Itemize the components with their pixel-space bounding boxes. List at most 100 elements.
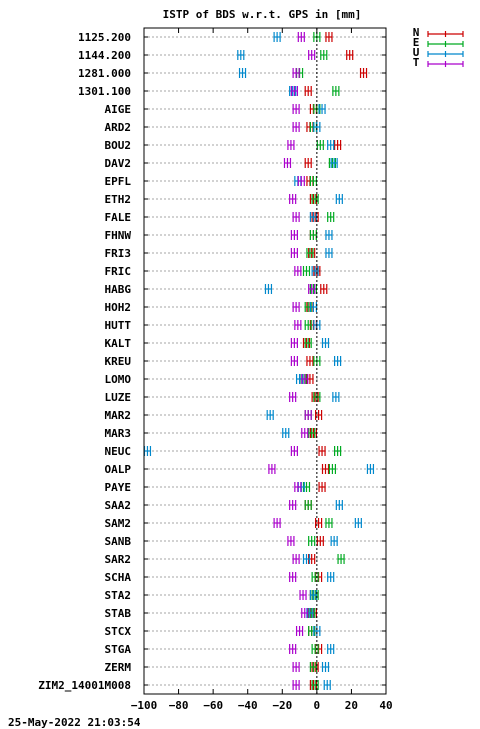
point-t [290,338,298,348]
data-marks [143,32,375,690]
point-u [264,284,273,294]
x-tick-label: −40 [238,699,258,712]
category-label: EPFL [105,175,132,188]
category-label: ZIM2_14001M008 [38,679,131,692]
point-e [302,266,311,276]
point-n [314,518,323,528]
point-u [309,590,317,600]
point-e [332,86,340,96]
category-label: ZERM [105,661,132,674]
point-t [290,356,298,366]
legend-marker [427,51,464,57]
legend-label: E [413,36,420,49]
legend-label: N [413,26,420,39]
category-label: SANB [105,535,132,548]
legend-marker [427,31,464,37]
point-t [294,482,302,492]
point-t [297,32,305,42]
point-u [332,392,340,402]
point-t [289,392,297,402]
x-tick-label: −100 [131,699,158,712]
x-tick-label: 0 [314,699,321,712]
point-e [304,500,312,510]
point-t [287,140,295,150]
point-u [237,50,245,60]
point-t [268,464,276,474]
point-u [327,140,335,150]
point-n [321,464,330,474]
plot-frame [143,27,387,695]
point-u [311,266,319,276]
point-n [318,482,326,492]
point-n [346,50,354,60]
point-u [366,464,375,474]
point-e [308,428,316,438]
point-u [330,158,338,168]
point-u [325,230,333,240]
legend-label: U [413,46,420,59]
point-e [309,176,317,186]
point-u [313,626,321,636]
point-u [321,338,330,348]
point-t [289,500,297,510]
point-t [292,302,300,312]
point-e [304,320,312,330]
point-u [325,248,333,258]
point-u [321,662,330,672]
grid [144,36,386,686]
point-t [289,572,297,582]
point-n [314,410,323,420]
point-u [318,104,326,114]
point-t [301,608,309,618]
point-t [294,320,302,330]
point-u [313,122,321,132]
timestamp: 25-May-2022 21:03:54 [8,716,141,729]
point-t [289,194,297,204]
point-n [306,356,314,366]
point-n [359,68,368,78]
point-u [327,572,335,582]
category-label: ETH2 [105,193,132,206]
point-t [292,662,300,672]
category-label: MAR2 [105,409,132,422]
point-n [316,536,324,546]
x-tick-label: −80 [169,699,189,712]
category-label: FRIC [105,265,132,278]
category-label: SAA2 [105,499,132,512]
x-axis: −100 −80 −60 −40 −20 0 20 40 [131,28,393,712]
category-label: HUTT [105,319,132,332]
point-t [292,104,300,114]
point-u [238,68,247,78]
point-e [306,248,314,258]
category-label: STAB [105,607,132,620]
point-u [309,302,317,312]
point-e [334,446,342,456]
point-t [273,518,281,528]
point-e [337,554,345,564]
point-n [304,158,312,168]
category-label: 1301.100 [78,85,131,98]
point-t [292,212,300,222]
point-t [290,446,298,456]
category-label: HOH2 [105,301,132,314]
category-label: FALE [105,211,132,224]
point-t [292,554,300,564]
chart-title: ISTP of BDS w.r.t. GPS in [mm] [163,8,362,21]
category-label: 1144.200 [78,49,131,62]
category-labels: 1125.200 1144.200 1281.000 1301.100 AIGE ARD2… [38,31,131,692]
point-e [325,518,333,528]
x-tick-label: 20 [345,699,358,712]
point-n [320,284,328,294]
point-t [290,86,298,96]
point-u [282,428,290,438]
point-e [328,464,337,474]
category-label: LUZE [105,391,132,404]
legend-marker [427,41,464,47]
point-n [334,140,342,150]
category-label: KREU [105,355,132,368]
category-label: MAR3 [105,427,132,440]
category-label: LOMO [105,373,132,386]
category-label: FRI3 [105,247,132,260]
point-t [292,122,300,132]
point-u [335,500,343,510]
